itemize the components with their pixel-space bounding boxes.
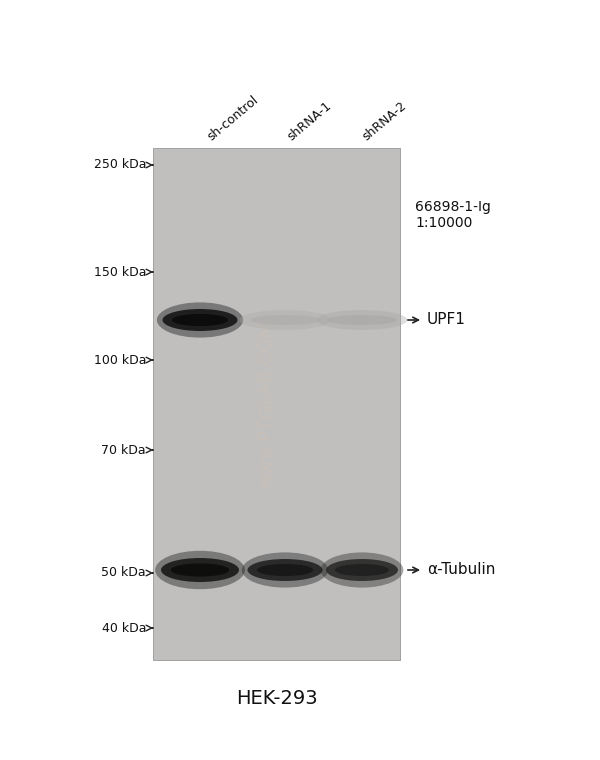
Ellipse shape xyxy=(248,559,323,581)
Ellipse shape xyxy=(327,315,397,325)
Ellipse shape xyxy=(257,564,313,576)
Bar xyxy=(153,148,400,660)
Text: UPF1: UPF1 xyxy=(427,312,466,328)
Text: 150 kDa: 150 kDa xyxy=(94,265,146,278)
Ellipse shape xyxy=(335,564,389,576)
Ellipse shape xyxy=(163,309,238,331)
Ellipse shape xyxy=(155,551,245,589)
Ellipse shape xyxy=(242,553,328,587)
Text: 66898-1-Ig
1:10000: 66898-1-Ig 1:10000 xyxy=(415,200,491,230)
Ellipse shape xyxy=(239,310,331,330)
Text: 40 kDa: 40 kDa xyxy=(101,622,146,635)
Text: 100 kDa: 100 kDa xyxy=(94,353,146,366)
Text: α-Tubulin: α-Tubulin xyxy=(427,562,496,578)
Ellipse shape xyxy=(320,553,403,587)
Text: 50 kDa: 50 kDa xyxy=(101,566,146,579)
Text: sh-control: sh-control xyxy=(205,93,261,143)
Ellipse shape xyxy=(250,315,320,325)
Text: shRNA-2: shRNA-2 xyxy=(360,99,409,143)
Ellipse shape xyxy=(157,302,243,337)
Text: 250 kDa: 250 kDa xyxy=(94,159,146,172)
Text: shRNA-1: shRNA-1 xyxy=(285,99,334,143)
Ellipse shape xyxy=(326,559,398,581)
Text: HEK-293: HEK-293 xyxy=(236,689,317,708)
Ellipse shape xyxy=(317,310,407,330)
Ellipse shape xyxy=(161,558,239,582)
Ellipse shape xyxy=(172,314,228,326)
Text: 70 kDa: 70 kDa xyxy=(101,444,146,457)
Ellipse shape xyxy=(171,563,229,577)
Text: www.PTGLAB.COM: www.PTGLAB.COM xyxy=(257,321,275,488)
